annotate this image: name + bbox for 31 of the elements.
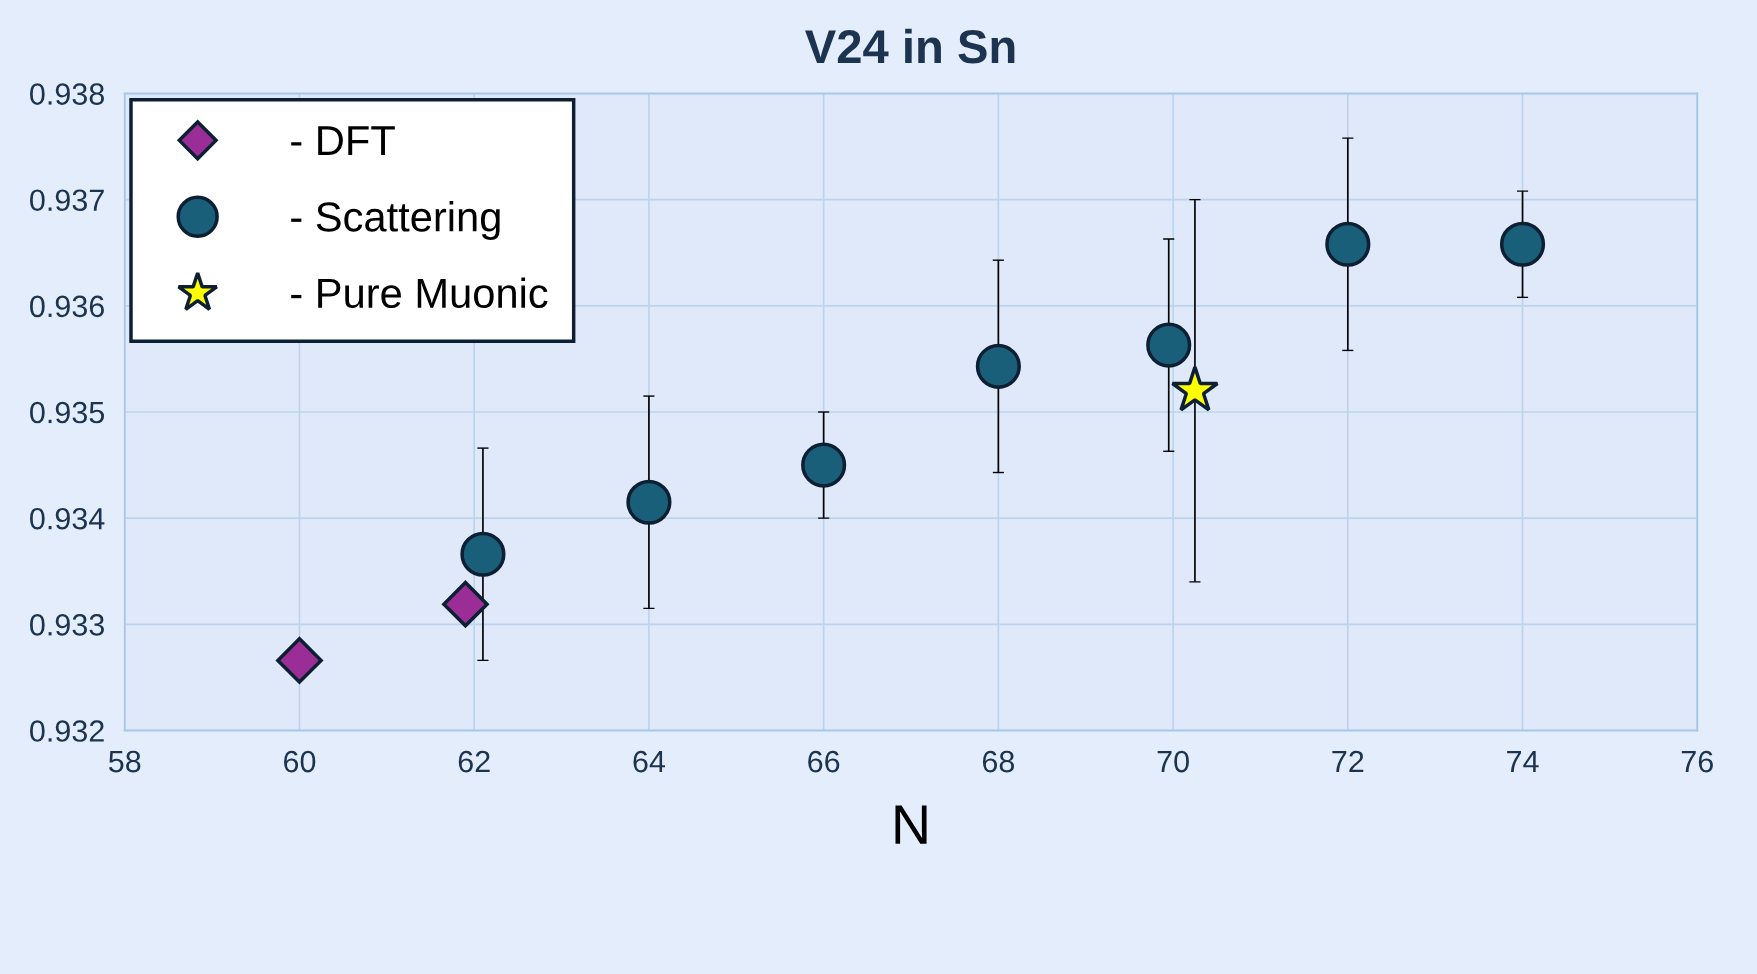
x-tick-label: 64 — [633, 750, 666, 773]
x-tick-label: 68 — [982, 750, 1015, 773]
point — [975, 343, 1021, 389]
point — [801, 442, 847, 488]
y-tick-label: 0.937 — [30, 189, 104, 212]
x-tick-label: 72 — [1332, 750, 1364, 773]
x-tick-label: 58 — [108, 750, 141, 773]
y-tick-label: 0.934 — [30, 507, 105, 530]
x-tick-label: 74 — [1507, 751, 1539, 773]
point — [460, 531, 506, 577]
x-tick-label: 60 — [284, 750, 316, 773]
point — [1325, 221, 1371, 267]
y-tick-label: 0.932 — [30, 720, 104, 742]
point — [626, 479, 672, 525]
y-tick-label: 0.935 — [30, 401, 105, 424]
y-tick-label: 0.938 — [30, 83, 104, 105]
y-tick-label: 0.933 — [30, 614, 104, 636]
legend-label: - DFT — [291, 126, 395, 155]
x-tick-label: 76 — [1681, 750, 1713, 773]
point — [1146, 322, 1192, 368]
legend-label: - Scattering — [291, 201, 500, 240]
point — [276, 637, 323, 684]
x-tick-label: 66 — [808, 750, 840, 773]
x-tick-label: 70 — [1157, 750, 1189, 773]
legend-label: - Pure Muonic — [291, 277, 548, 309]
point — [442, 580, 489, 628]
x-axis-title: N — [895, 805, 927, 844]
point — [1499, 221, 1546, 267]
x-tick-label: 62 — [458, 750, 490, 773]
y-tick-label: 0.936 — [30, 295, 104, 318]
chart-title: V24 in Sn — [805, 28, 1015, 64]
